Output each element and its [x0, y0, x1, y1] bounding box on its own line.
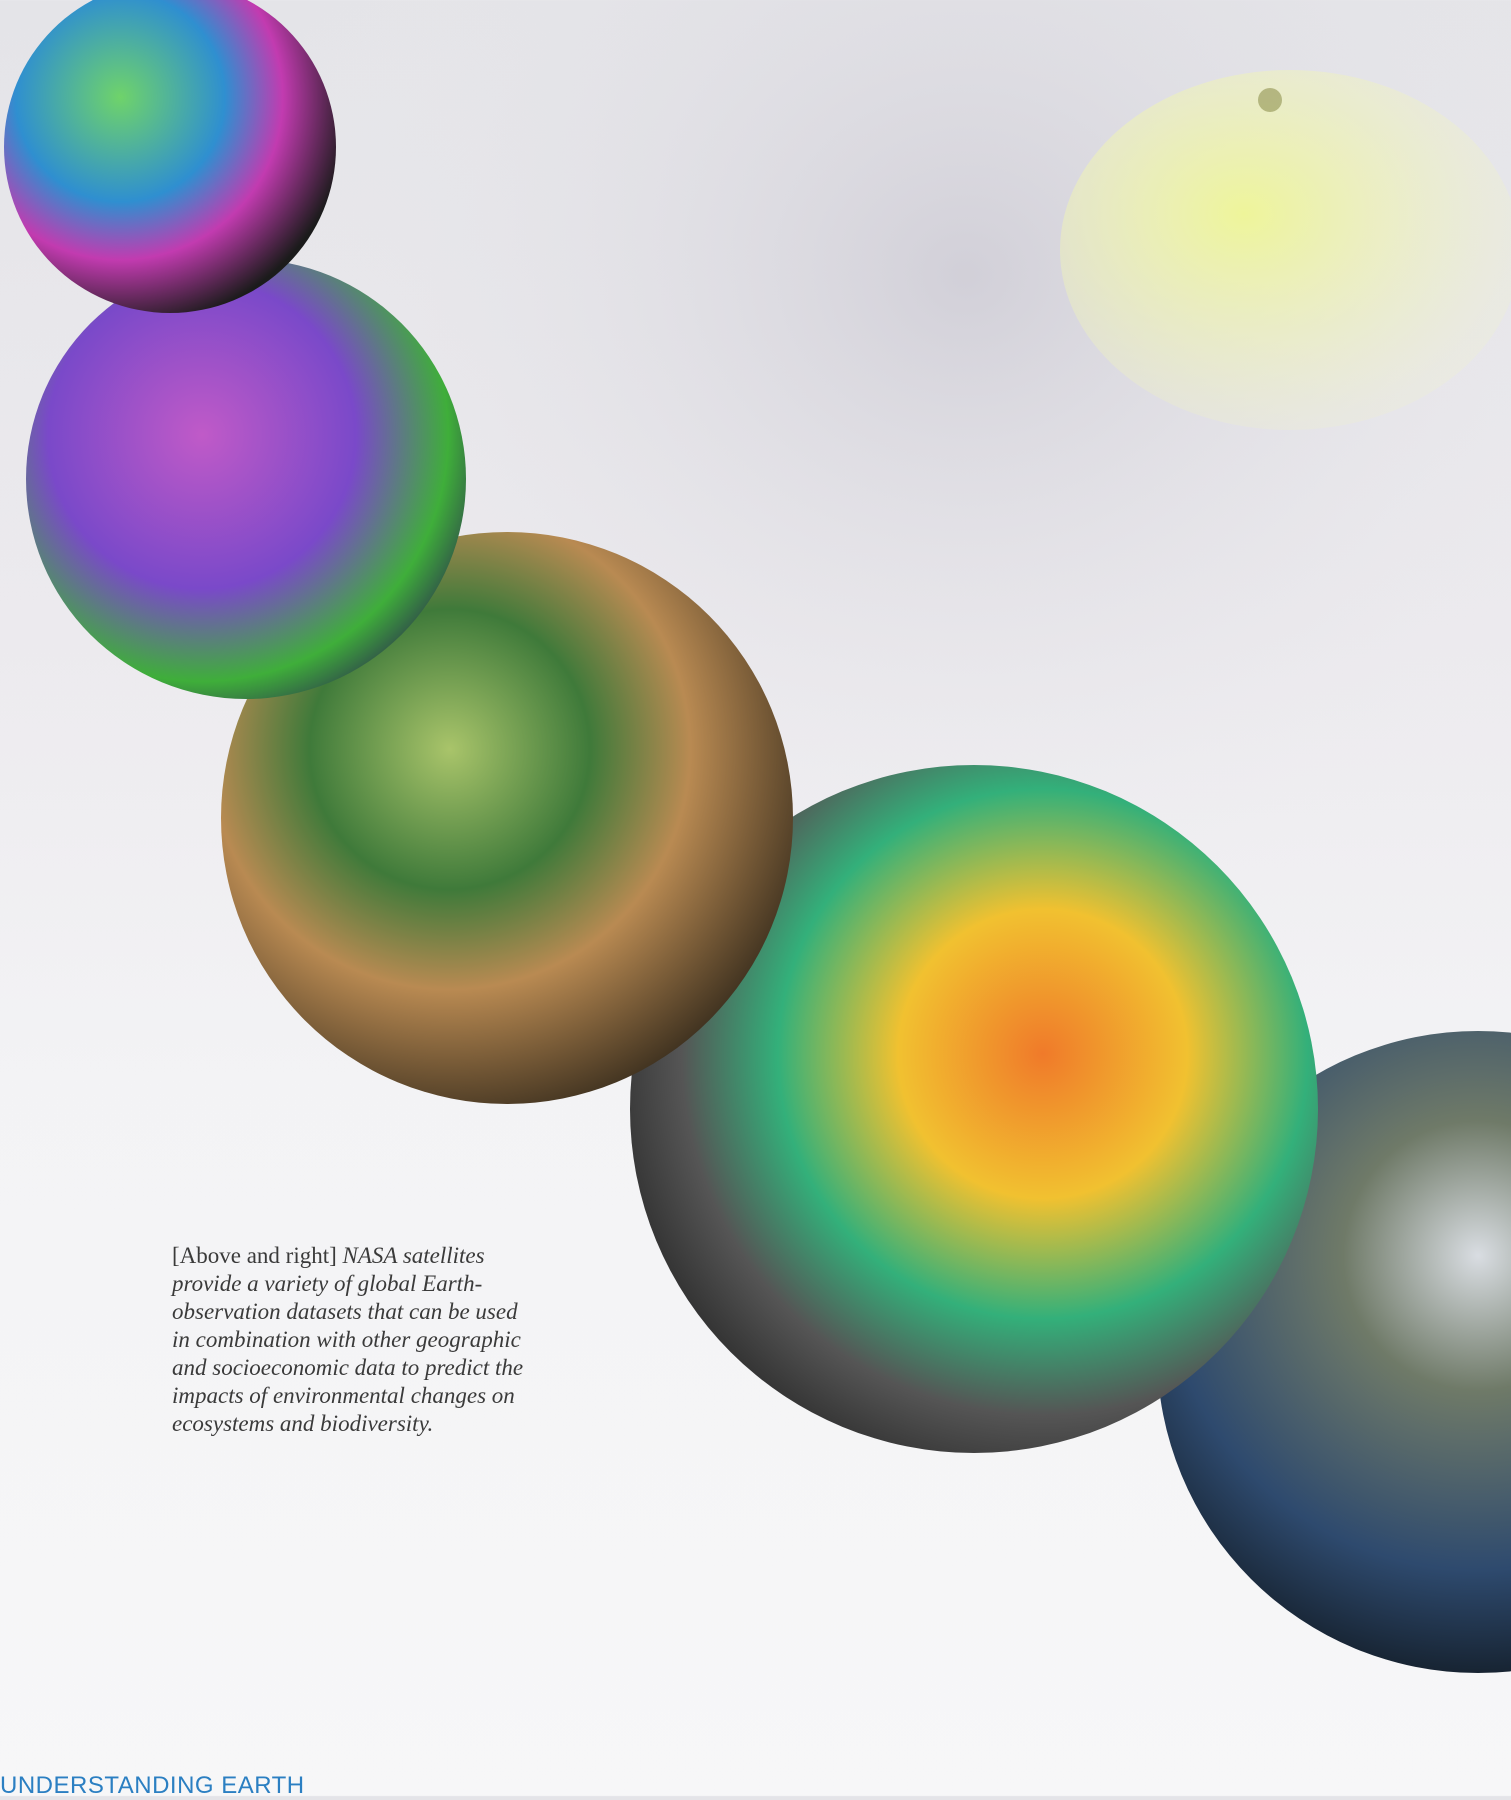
caption: [Above and right] NASA satellites provid… [172, 1242, 532, 1438]
caption-label: [Above and right] [172, 1243, 337, 1268]
caption-body: NASA satellites provide a variety of glo… [172, 1243, 524, 1436]
section-footer: UNDERSTANDING EARTH [0, 1772, 305, 1799]
